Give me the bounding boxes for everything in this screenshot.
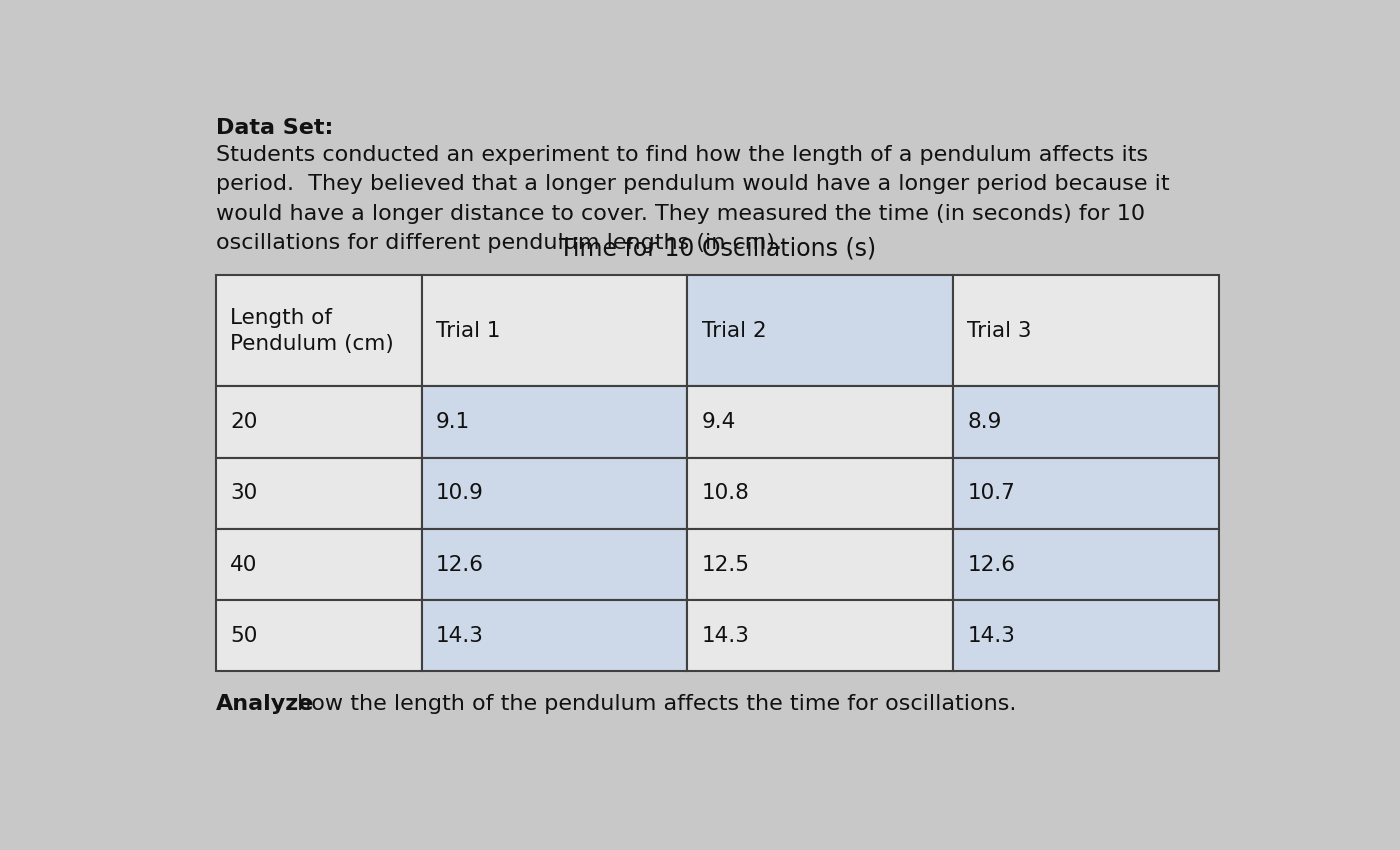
FancyBboxPatch shape (687, 600, 953, 672)
Text: Trial 2: Trial 2 (701, 321, 766, 341)
FancyBboxPatch shape (953, 386, 1219, 457)
FancyBboxPatch shape (421, 457, 687, 529)
Text: Time for 10 Oscillations (s): Time for 10 Oscillations (s) (559, 236, 876, 260)
Text: Trial 3: Trial 3 (967, 321, 1032, 341)
Text: how the length of the pendulum affects the time for oscillations.: how the length of the pendulum affects t… (290, 694, 1016, 714)
FancyBboxPatch shape (216, 529, 421, 600)
FancyBboxPatch shape (953, 275, 1219, 386)
Text: 10.7: 10.7 (967, 484, 1015, 503)
Text: 40: 40 (231, 554, 258, 575)
FancyBboxPatch shape (953, 457, 1219, 529)
FancyBboxPatch shape (953, 529, 1219, 600)
Text: Students conducted an experiment to find how the length of a pendulum affects it: Students conducted an experiment to find… (216, 144, 1170, 253)
FancyBboxPatch shape (687, 386, 953, 457)
FancyBboxPatch shape (421, 275, 687, 386)
Text: 14.3: 14.3 (435, 626, 484, 646)
Text: Length of
Pendulum (cm): Length of Pendulum (cm) (231, 308, 393, 354)
Text: 9.1: 9.1 (435, 412, 470, 432)
FancyBboxPatch shape (421, 600, 687, 672)
Text: 20: 20 (231, 412, 258, 432)
FancyBboxPatch shape (687, 457, 953, 529)
FancyBboxPatch shape (687, 529, 953, 600)
FancyBboxPatch shape (216, 386, 421, 457)
FancyBboxPatch shape (216, 457, 421, 529)
Text: 14.3: 14.3 (967, 626, 1015, 646)
FancyBboxPatch shape (216, 275, 421, 386)
Text: 9.4: 9.4 (701, 412, 736, 432)
Text: 30: 30 (231, 484, 258, 503)
Text: 12.6: 12.6 (967, 554, 1015, 575)
Text: Data Set:: Data Set: (216, 118, 333, 139)
FancyBboxPatch shape (216, 600, 421, 672)
Text: 12.5: 12.5 (701, 554, 749, 575)
Text: 12.6: 12.6 (435, 554, 484, 575)
FancyBboxPatch shape (421, 386, 687, 457)
Text: 50: 50 (231, 626, 258, 646)
Text: Analyze: Analyze (216, 694, 315, 714)
Text: 10.9: 10.9 (435, 484, 484, 503)
Text: 14.3: 14.3 (701, 626, 749, 646)
Text: 8.9: 8.9 (967, 412, 1001, 432)
FancyBboxPatch shape (687, 275, 953, 386)
FancyBboxPatch shape (953, 600, 1219, 672)
FancyBboxPatch shape (421, 529, 687, 600)
Text: Trial 1: Trial 1 (435, 321, 500, 341)
Text: 10.8: 10.8 (701, 484, 749, 503)
